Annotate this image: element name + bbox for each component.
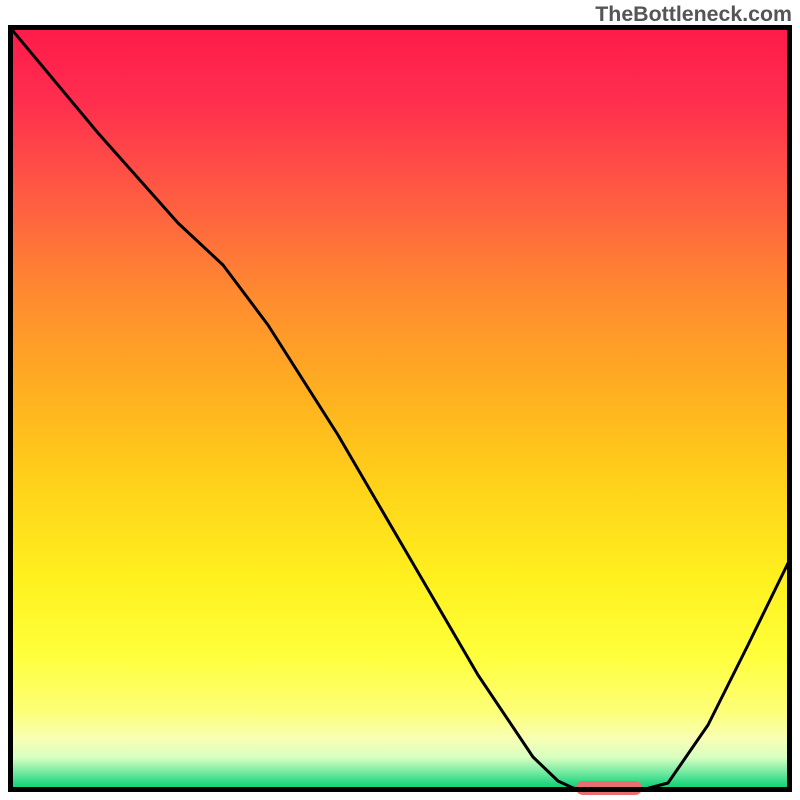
plot-area [8,25,792,792]
chart-container: TheBottleneck.com [0,0,800,800]
bottleneck-curve [8,25,792,792]
optimum-marker [576,781,642,795]
watermark-text: TheBottleneck.com [595,2,792,27]
